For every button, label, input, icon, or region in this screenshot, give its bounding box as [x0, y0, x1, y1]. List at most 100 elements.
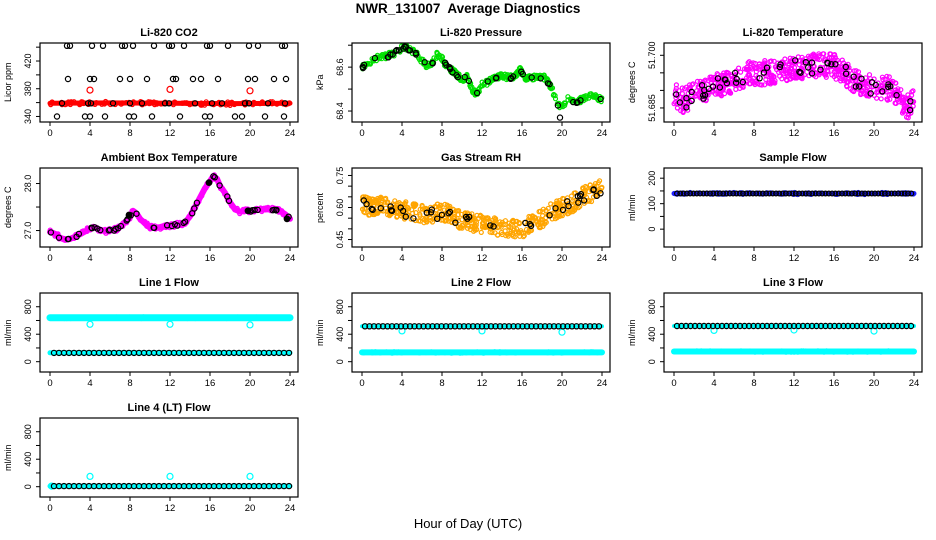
x-tick-label: 4	[399, 128, 404, 139]
x-tick-label: 16	[829, 253, 840, 264]
y-tick-label: 0.60	[335, 199, 345, 217]
panel-line4-lt-flow: Line 4 (LT) Flow ml/min 0 4 8 12 16 20 24 0 400 8…	[0, 400, 312, 525]
x-tick-label: 16	[205, 503, 216, 514]
line1-high-band-series	[46, 314, 294, 322]
line2-mid-circles-series	[361, 323, 603, 330]
x-tick-label: 12	[165, 128, 176, 139]
panel-title: Li-820 Pressure	[440, 27, 522, 39]
y-tick-label: 0.45	[335, 231, 345, 249]
y-tick-label: 400	[23, 327, 33, 342]
x-tick-label: 0	[47, 253, 52, 264]
x-tick-label: 20	[557, 378, 568, 389]
x-tick-label: 12	[789, 253, 800, 264]
panel-title: Line 1 Flow	[139, 277, 199, 289]
x-tick-label: 20	[245, 128, 256, 139]
co2-band-circles-series	[58, 100, 289, 107]
x-tick-label: 4	[87, 128, 92, 139]
x-tick-label: 16	[517, 378, 528, 389]
rh-hourly-circles-series	[360, 186, 604, 230]
sample-flow-circles-series	[673, 190, 915, 197]
x-tick-label: 4	[399, 378, 404, 389]
x-tick-label: 12	[477, 253, 488, 264]
co2-low-outliers-series	[53, 113, 288, 120]
pressure-hourly-circles-series	[359, 43, 604, 109]
plot-ambient-box-temperature: 0 4 8 12 16 20 24 27.0 28.0	[23, 167, 299, 264]
co2-red-circles-series	[86, 85, 254, 95]
x-tick-label: 12	[477, 128, 488, 139]
x-tick-label: 8	[751, 128, 756, 139]
plot-box	[39, 292, 299, 373]
y-tick-label: 51.700	[647, 42, 657, 70]
plot-box	[663, 167, 923, 248]
x-tick-label: 8	[127, 378, 132, 389]
line4-spike-circles-series	[47, 472, 254, 490]
line2-low-band-series	[359, 349, 605, 356]
plot-box	[663, 42, 923, 123]
x-tick-label: 20	[869, 253, 880, 264]
y-tick-label: 800	[23, 424, 33, 439]
plot-line2-flow: 0 4 8 12 16 20 24 0 400 800	[335, 292, 611, 389]
plot-series-group	[671, 51, 917, 121]
panel-li820-pressure: Li-820 Pressure kPa 0 4 8 12 16 20 24 68.4 68.6	[312, 25, 624, 150]
x-tick-label: 24	[285, 378, 296, 389]
x-tick-label: 24	[597, 378, 608, 389]
y-tick-label: 340	[23, 109, 33, 124]
x-tick-label: 24	[597, 253, 608, 264]
y-tick-label: 400	[647, 327, 657, 342]
x-tick-label: 12	[789, 378, 800, 389]
plot-li820-temperature: 0 4 8 12 16 20 24 51.685 51.700	[647, 42, 923, 139]
y-tick-label: 28.0	[23, 175, 33, 193]
co2-high-outliers-series	[63, 43, 289, 49]
x-tick-label: 24	[285, 253, 296, 264]
y-tick-label: 0	[23, 484, 33, 489]
y-tick-label: 51.685	[647, 94, 657, 122]
pressure-low-outlier-series	[556, 114, 564, 121]
line1-dip-circles-series	[86, 320, 254, 329]
rh-cloud-series	[359, 178, 605, 240]
y-tick-label: 0	[23, 359, 33, 364]
x-tick-label: 0	[671, 253, 676, 264]
panel-title: Li-820 CO2	[140, 27, 198, 39]
line4-zero-circles-series	[50, 482, 293, 490]
x-tick-label: 0	[359, 253, 364, 264]
x-tick-label: 0	[47, 128, 52, 139]
x-tick-label: 8	[751, 253, 756, 264]
plot-series-group	[671, 322, 917, 355]
page-title: NWR_131007 Average Diagnostics	[355, 1, 581, 16]
x-tick-label: 20	[557, 128, 568, 139]
panel-line2-flow: Line 2 Flow ml/min 0 4 8 12 16 20 24 0 400 800	[312, 275, 624, 400]
li820-temp-hourly-circles-series	[673, 57, 914, 114]
y-tick-label: 400	[23, 452, 33, 467]
ambient-filled-circles-series	[125, 179, 291, 223]
x-tick-label: 8	[439, 253, 444, 264]
x-tick-label: 16	[205, 378, 216, 389]
panel-title: Sample Flow	[759, 152, 827, 164]
panel-ambient-box-temperature: Ambient Box Temperature degrees C 0 4 8 12 1…	[0, 150, 312, 275]
x-tick-label: 8	[127, 503, 132, 514]
x-tick-label: 20	[557, 253, 568, 264]
y-tick-label: 100	[647, 196, 657, 211]
plot-series-group	[359, 43, 605, 121]
y-tick-label: 68.6	[335, 58, 345, 76]
y-tick-label: 400	[335, 327, 345, 342]
x-tick-label: 16	[205, 128, 216, 139]
x-tick-label: 20	[869, 128, 880, 139]
x-tick-label: 8	[439, 128, 444, 139]
x-axis-label: Hour of Day (UTC)	[413, 516, 523, 531]
panel-title: Li-820 Temperature	[742, 27, 844, 39]
plot-series-group	[671, 189, 917, 198]
line3-low-band-series	[671, 348, 917, 355]
x-tick-label: 8	[751, 378, 756, 389]
x-tick-label: 4	[87, 503, 92, 514]
plot-box	[39, 417, 299, 498]
panel-li820-co2: Li-820 CO2 Licor ppm 0 4 8 12 16 20 24 340 380 42…	[0, 25, 312, 150]
x-tick-label: 4	[711, 128, 716, 139]
x-tick-label: 24	[597, 128, 608, 139]
panel-sample-flow: Sample Flow ml/min 0 4 8 12 16 20 24 0 100 200	[624, 150, 936, 275]
y-tick-label: 800	[335, 299, 345, 314]
x-tick-label: 0	[47, 503, 52, 514]
panel-line1-flow: Line 1 Flow ml/min 0 4 8 12 16 20 24 0 400 800	[0, 275, 312, 400]
panel-line3-flow: Line 3 Flow ml/min 0 4 8 12 16 20 24 0 400 800	[624, 275, 936, 400]
y-tick-label: 0	[647, 227, 657, 232]
x-tick-label: 0	[671, 128, 676, 139]
